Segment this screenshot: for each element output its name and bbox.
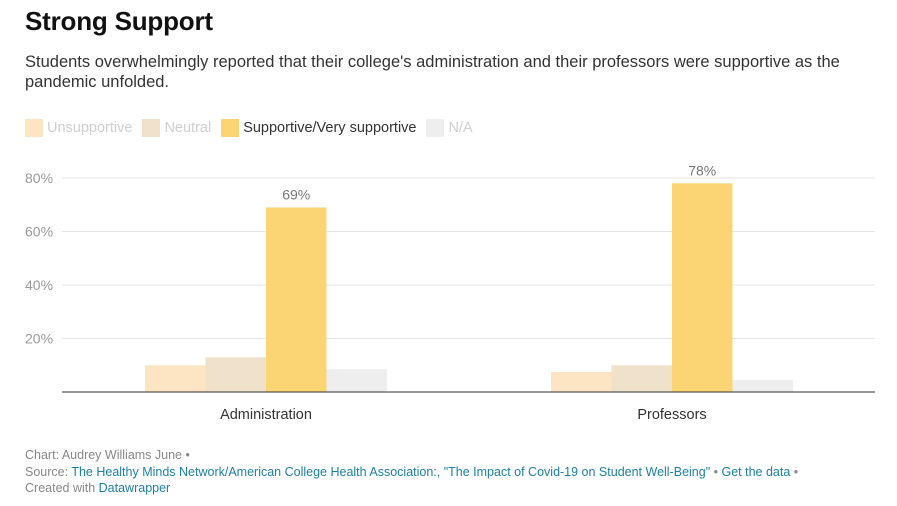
get-the-data-link[interactable]: Get the data: [721, 464, 791, 479]
y-tick-label: 20%: [25, 331, 53, 347]
legend-item-na[interactable]: N/A: [426, 119, 473, 137]
footer-created-prefix: Created with: [25, 481, 99, 495]
legend-swatch: [221, 119, 240, 137]
bar: [326, 369, 387, 392]
chart-legend: Unsupportive Neutral Supportive/Very sup…: [25, 119, 483, 137]
source-link[interactable]: The Healthy Minds Network/American Colle…: [71, 464, 437, 479]
legend-label: Unsupportive: [47, 120, 133, 136]
datawrapper-link[interactable]: Datawrapper: [98, 481, 171, 495]
legend-label: Neutral: [164, 120, 212, 136]
bar: [205, 357, 266, 392]
bar-chart: 20% 40% 60% 80% Administration Professors 69% 7…: [25, 162, 875, 423]
footer-source-prefix: Source:: [25, 464, 72, 479]
legend-item-supportive[interactable]: Supportive/Very supportive: [221, 119, 416, 137]
legend-item-unsupportive[interactable]: Unsupportive: [25, 119, 132, 137]
chart-footer: Chart: Audrey Williams June • Source: Th…: [25, 447, 798, 497]
bar: [551, 371, 612, 392]
bar: [672, 183, 733, 392]
bar: [732, 379, 793, 392]
legend-item-neutral[interactable]: Neutral: [142, 119, 211, 137]
data-label: 78%: [688, 162, 716, 178]
bar: [611, 365, 672, 392]
x-tick-label: Administration: [220, 407, 312, 423]
bar: [266, 207, 327, 392]
footer-author: Audrey Williams June: [61, 448, 183, 462]
source-title-link[interactable]: , "The Impact of Covid-19 on Student Wel…: [436, 464, 711, 479]
footer-bullet: •: [710, 464, 722, 479]
footer-created-line: Created with Datawrapper: [25, 480, 798, 497]
legend-swatch: [142, 119, 161, 137]
bar: [145, 365, 206, 392]
legend-swatch: [426, 119, 445, 137]
x-tick-label: Professors: [637, 407, 706, 423]
footer-bullet: •: [182, 448, 190, 462]
footer-chart-prefix: Chart:: [25, 448, 62, 462]
legend-swatch: [25, 119, 43, 137]
y-tick-label: 40%: [25, 277, 53, 293]
footer-source-line: Source: The Healthy Minds Network/Americ…: [25, 464, 798, 481]
y-tick-label: 60%: [25, 224, 53, 240]
legend-label: N/A: [448, 120, 473, 136]
footer-credit-line: Chart: Audrey Williams June •: [25, 447, 798, 464]
legend-label: Supportive/Very supportive: [243, 120, 417, 136]
chart-subtitle: Students overwhelmingly reported that th…: [25, 53, 840, 91]
chart-title: Strong Support: [25, 6, 213, 36]
data-label: 69%: [282, 186, 310, 202]
footer-bullet: •: [790, 464, 799, 479]
y-tick-label: 80%: [25, 170, 53, 186]
